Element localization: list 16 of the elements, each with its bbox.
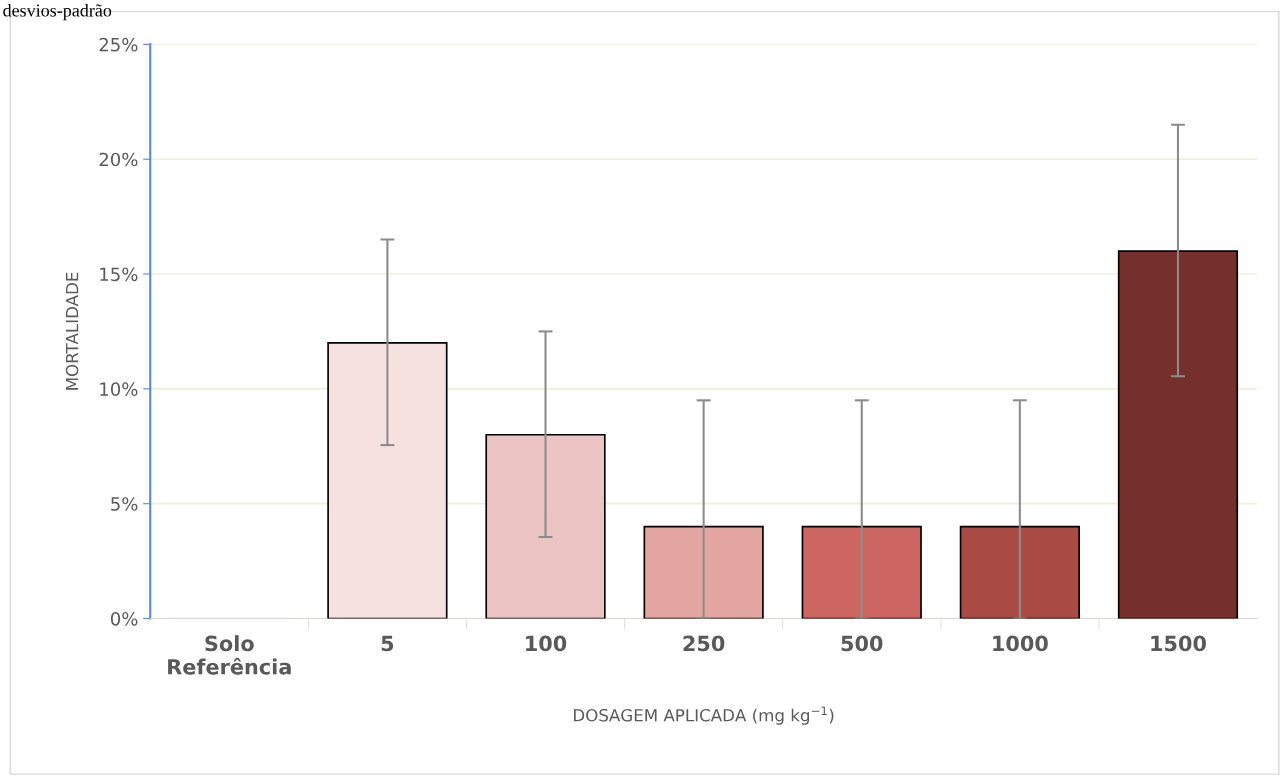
x-axis-title: DOSAGEM APLICADA (mg kg$^{−1}$) (574, 706, 834, 725)
x-tick-label: 5 (381, 635, 394, 652)
x-tick-label: 1000 (993, 635, 1048, 652)
y-tick-label: 15% (100, 267, 138, 282)
y-tick-label: 25% (99, 37, 138, 52)
x-tick-label: 100 (526, 635, 567, 652)
y-tick-label: 20% (99, 152, 138, 167)
y-tick-label: 5% (111, 497, 138, 511)
y-tick-label: 0% (110, 611, 138, 626)
text: desvios-padrão (3, 3, 112, 21)
x-tick-label: 250 (683, 635, 725, 652)
y-tick-label: 10% (100, 382, 138, 396)
x-tick-label: 500 (841, 635, 883, 652)
y-axis-title: MORTALIDADE (65, 272, 79, 390)
x-tick-label: 1500 (1151, 635, 1206, 652)
x-tick-label: Solo Referência (168, 635, 291, 675)
